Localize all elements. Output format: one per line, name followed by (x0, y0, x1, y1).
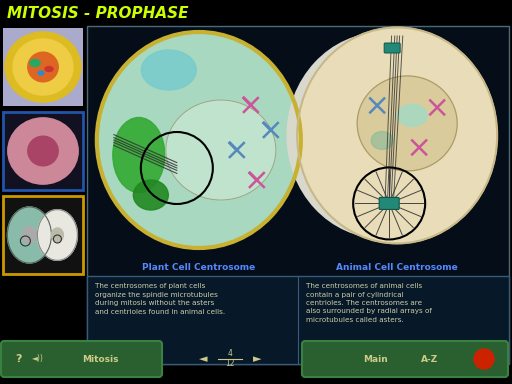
FancyBboxPatch shape (3, 28, 83, 106)
Text: The centrosomes of plant cells
organize the spindle microtubules
during mitosis : The centrosomes of plant cells organize … (95, 283, 225, 314)
Text: A-Z: A-Z (421, 354, 439, 364)
Ellipse shape (97, 32, 301, 248)
FancyBboxPatch shape (302, 341, 508, 377)
Ellipse shape (37, 210, 77, 260)
Text: ?: ? (15, 354, 22, 364)
Ellipse shape (28, 136, 58, 166)
Ellipse shape (13, 39, 73, 95)
FancyBboxPatch shape (384, 43, 400, 53)
FancyBboxPatch shape (379, 197, 399, 209)
Ellipse shape (8, 118, 78, 184)
Text: ◄: ◄ (199, 354, 207, 364)
Text: The centrosomes of animal cells
contain a pair of cylindrical
centrioles. The ce: The centrosomes of animal cells contain … (306, 283, 432, 323)
Text: Plant Cell Centrosome: Plant Cell Centrosome (142, 263, 255, 273)
FancyBboxPatch shape (1, 341, 162, 377)
Text: 4: 4 (227, 349, 232, 359)
Text: ◄)): ◄)) (32, 354, 44, 364)
Ellipse shape (113, 118, 165, 192)
Ellipse shape (7, 207, 51, 263)
Text: 12: 12 (225, 359, 234, 369)
Ellipse shape (166, 100, 276, 200)
Ellipse shape (141, 50, 196, 90)
Text: ►: ► (253, 354, 261, 364)
Ellipse shape (357, 76, 457, 171)
Ellipse shape (45, 66, 53, 71)
Ellipse shape (397, 104, 427, 126)
Text: Mitosis: Mitosis (82, 354, 118, 364)
Ellipse shape (133, 180, 168, 210)
Circle shape (474, 349, 494, 369)
Ellipse shape (297, 27, 497, 243)
FancyBboxPatch shape (3, 112, 83, 190)
Ellipse shape (30, 60, 40, 66)
FancyBboxPatch shape (87, 276, 509, 364)
Text: Animal Cell Centrosome: Animal Cell Centrosome (336, 263, 458, 273)
FancyBboxPatch shape (3, 196, 83, 274)
Ellipse shape (22, 227, 36, 243)
Ellipse shape (51, 228, 63, 242)
Text: MITOSIS - PROPHASE: MITOSIS - PROPHASE (7, 7, 188, 22)
FancyBboxPatch shape (87, 26, 509, 364)
Ellipse shape (28, 52, 58, 82)
Ellipse shape (5, 32, 81, 102)
Ellipse shape (287, 33, 477, 238)
Text: Main: Main (362, 354, 388, 364)
Ellipse shape (371, 131, 393, 149)
Ellipse shape (38, 71, 44, 75)
